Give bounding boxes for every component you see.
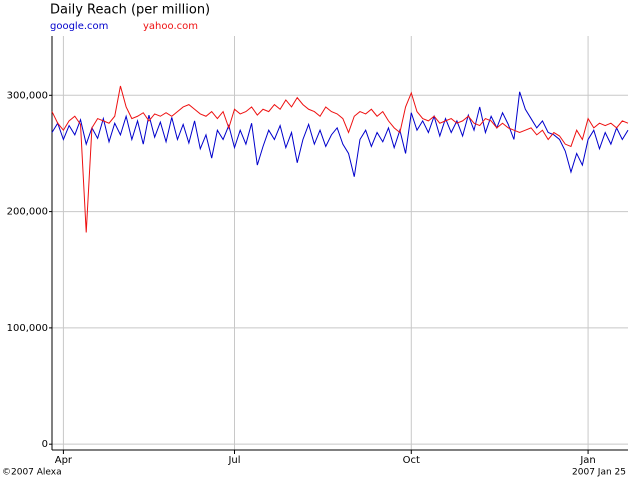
y-tick-label: 0 [42, 439, 48, 450]
chart-title: Daily Reach (per million) [50, 3, 210, 18]
y-tick-label: 100,000 [7, 323, 48, 334]
data-line [51, 85, 629, 233]
legend-entry: yahoo.com [143, 21, 198, 32]
x-tick-label: Apr [55, 455, 73, 466]
data-line [51, 91, 629, 177]
x-tick-label: Oct [403, 455, 420, 466]
x-tick-label: Jul [227, 455, 240, 466]
y-tick-label: 200,000 [7, 207, 48, 218]
x-tick-label: Jan [579, 455, 595, 466]
date-stamp: 2007 Jan 25 [572, 468, 626, 478]
credit: ©2007 Alexa [2, 468, 62, 478]
legend-entry: google.com [50, 21, 108, 32]
y-tick-label: 300,000 [7, 90, 48, 101]
